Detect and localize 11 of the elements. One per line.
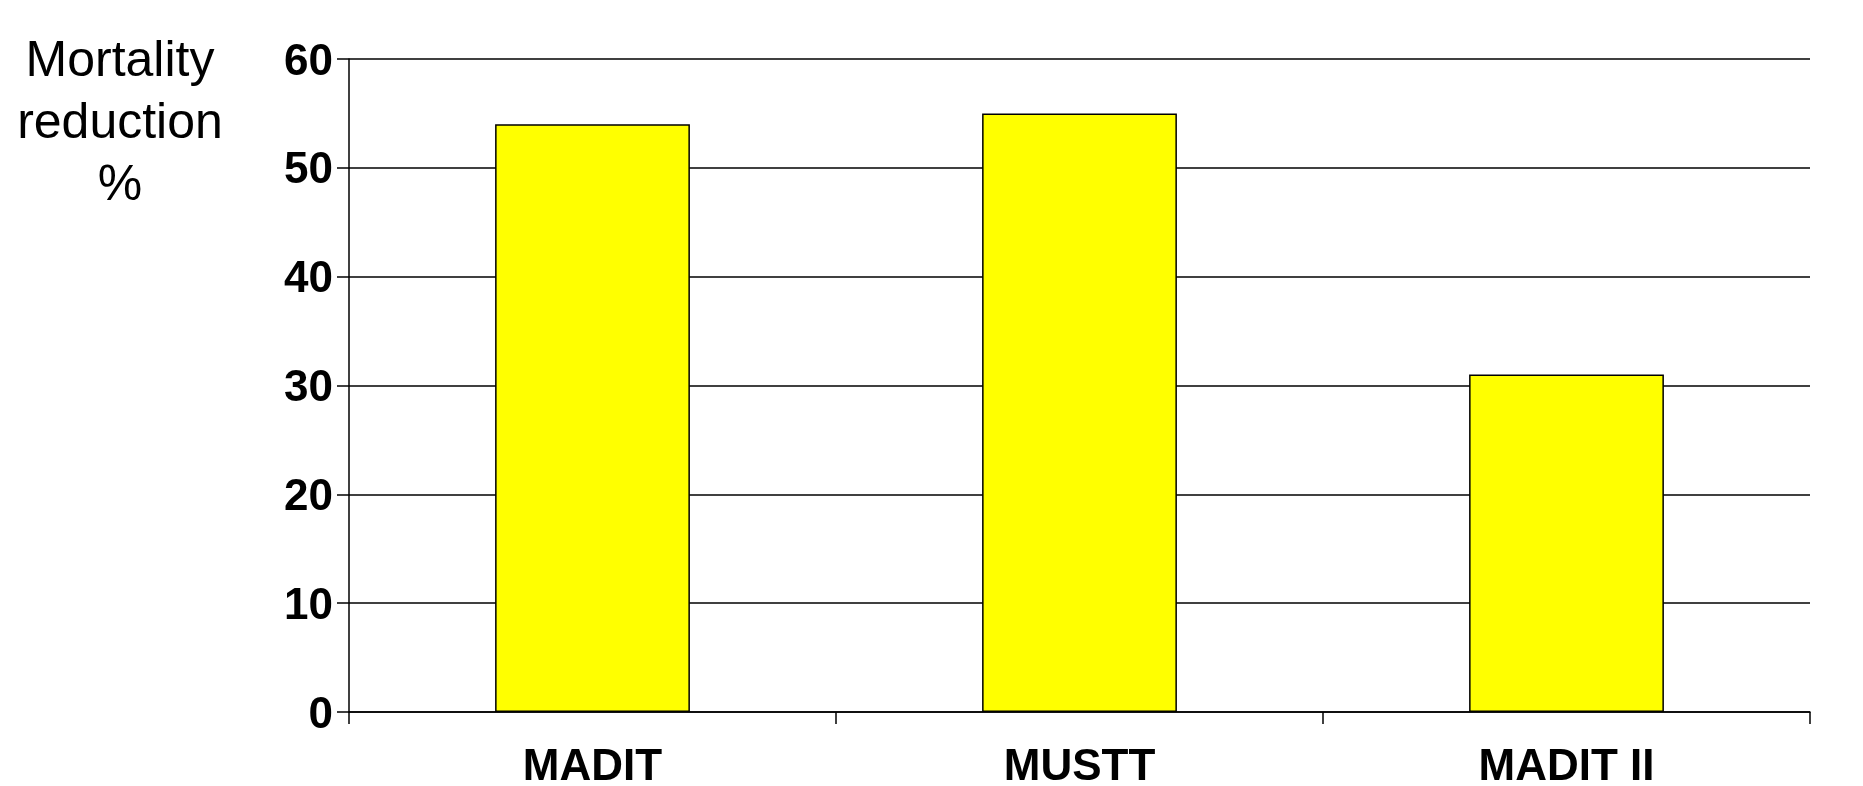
y-tick-label: 50 [284,143,333,193]
y-tick-label: 60 [284,34,333,84]
y-tick-label: 20 [284,469,333,519]
y-axis-title: Mortality reduction % [17,31,223,211]
x-tick-label: MADIT II [1478,739,1655,786]
y-tick-label: 40 [284,252,333,302]
y-tick-label: 30 [284,361,333,410]
x-tick-label: MADIT [522,739,663,786]
y-tick-label: 10 [284,578,333,628]
y-tick-label: 0 [308,687,333,737]
x-tick-label: MUSTT [1003,739,1156,786]
